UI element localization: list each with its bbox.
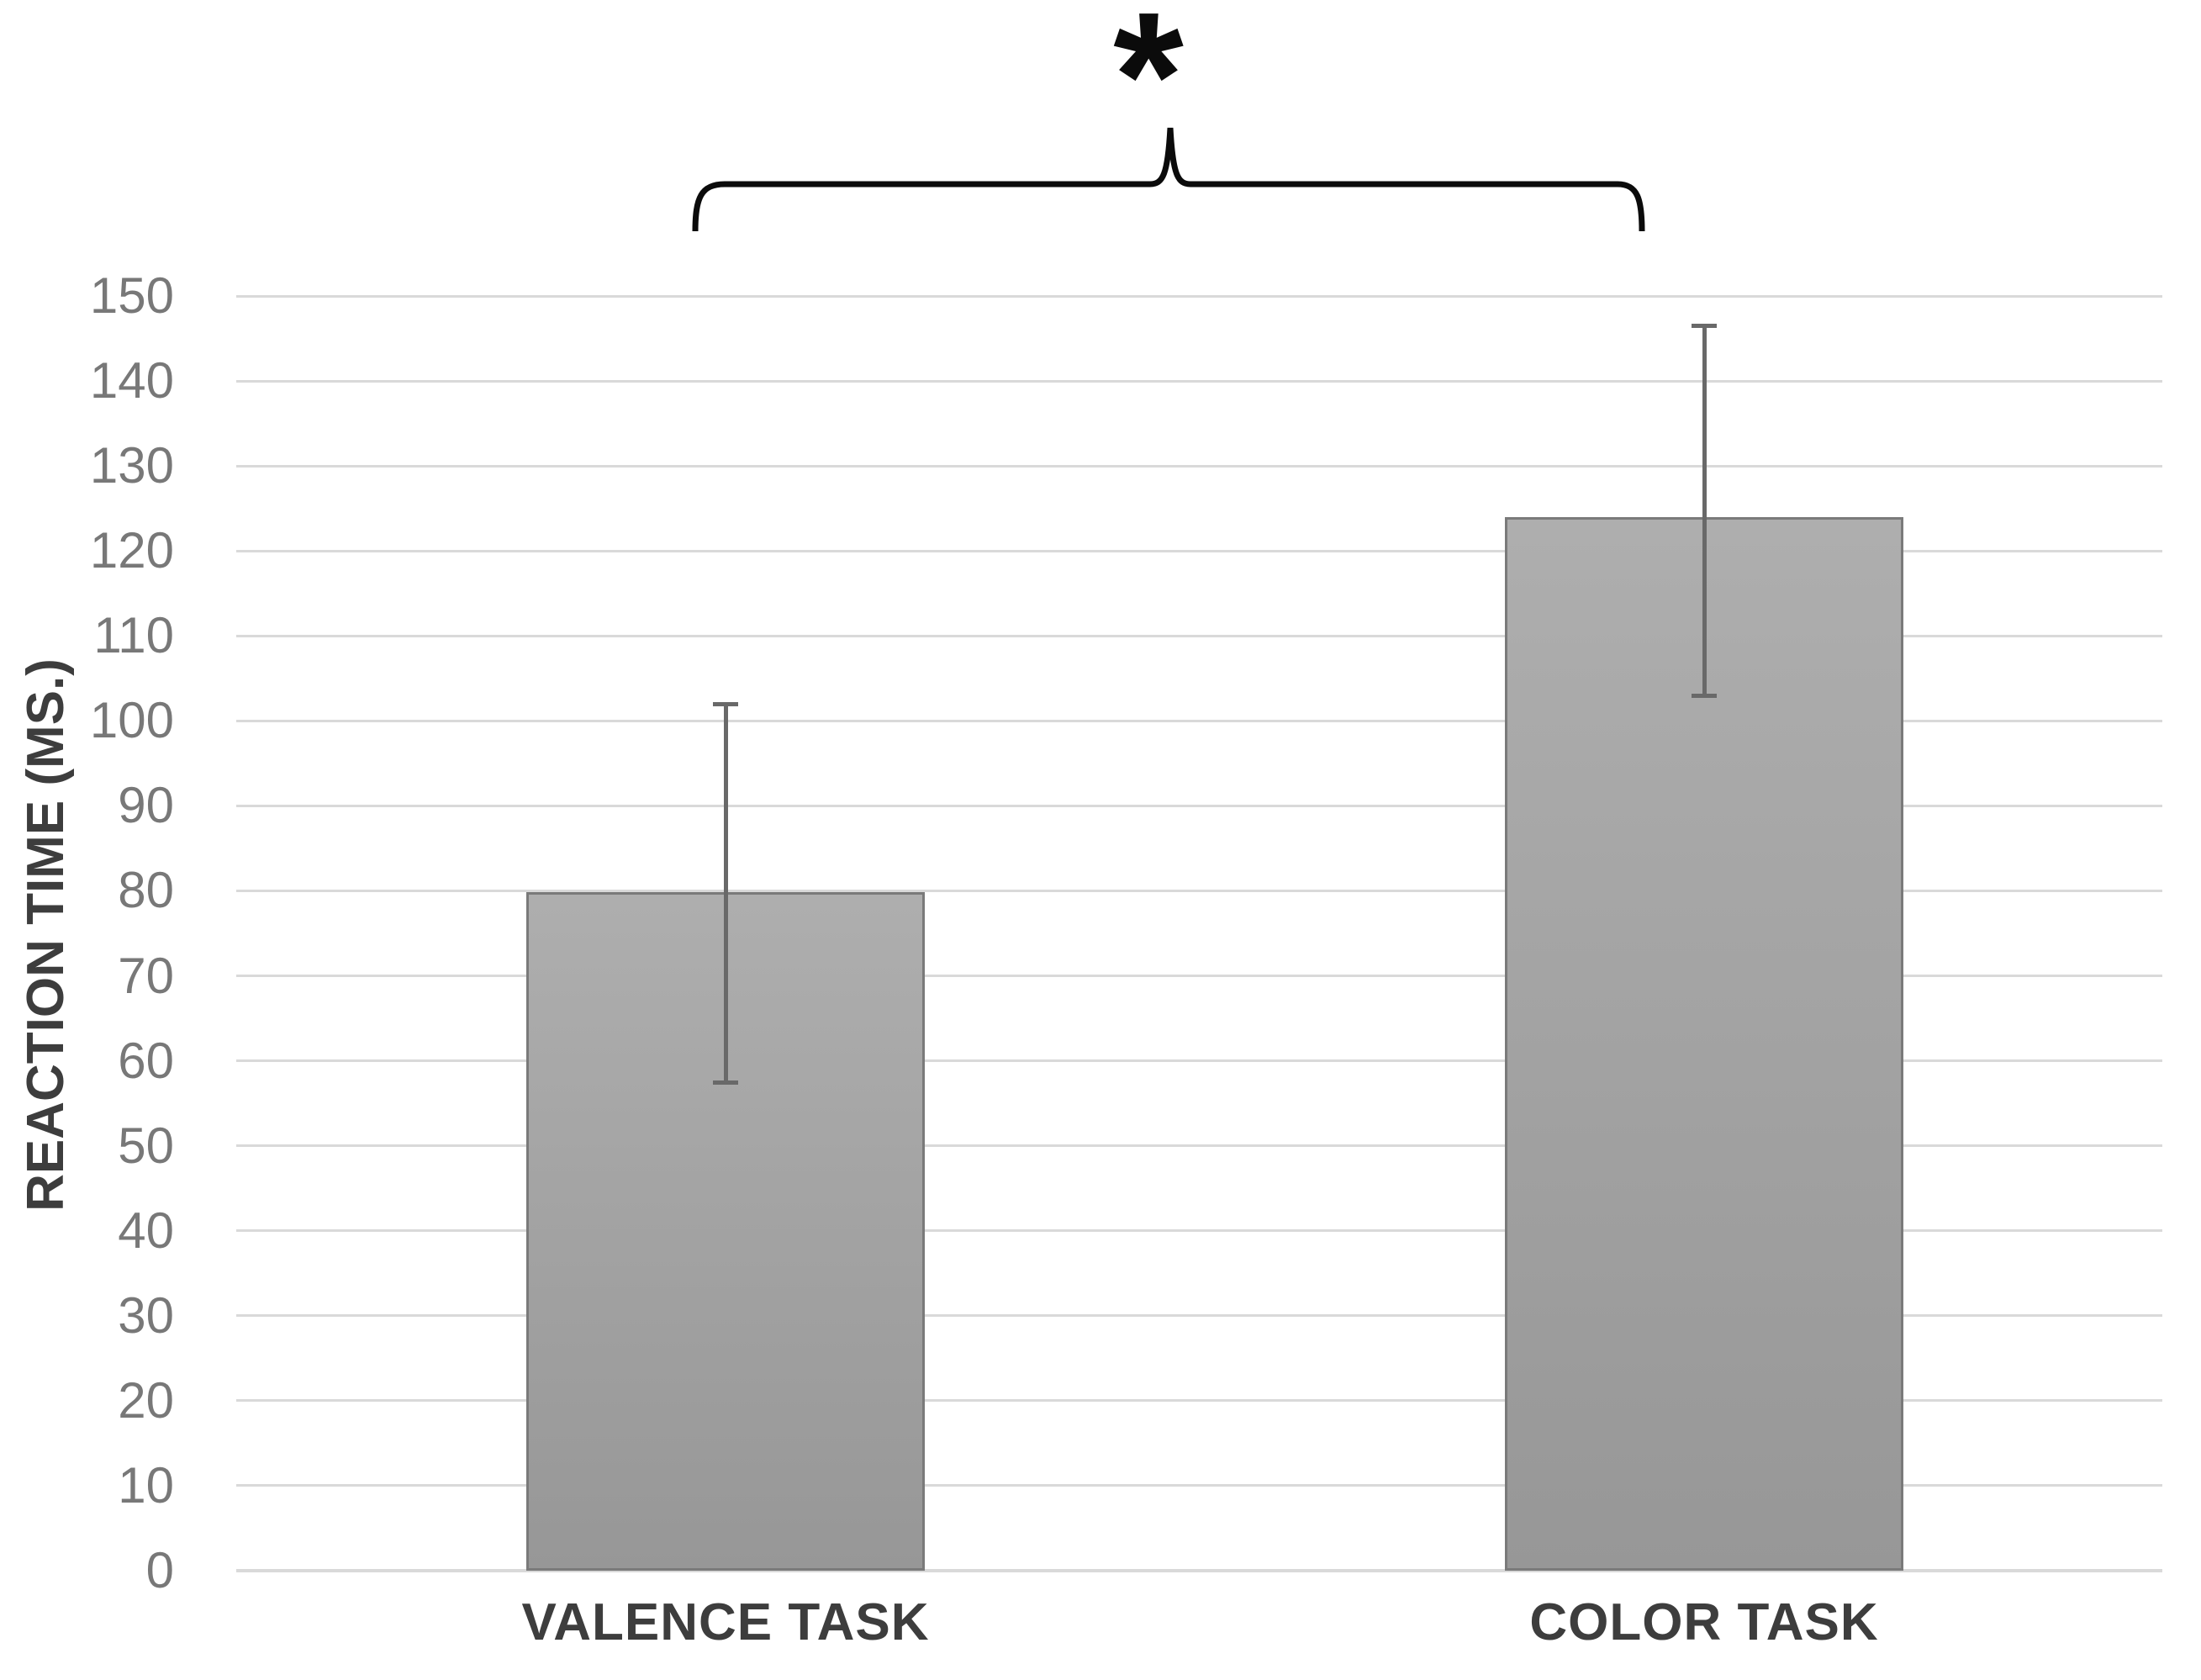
- x-category-label-valence-task: VALENCE TASK: [521, 1593, 930, 1651]
- gridline-y-90: [236, 804, 2162, 807]
- significance-bracket: [692, 127, 1645, 232]
- y-tick-label-10: 10: [118, 1456, 174, 1514]
- y-tick-label-60: 60: [118, 1032, 174, 1089]
- gridline-y-50: [236, 1144, 2162, 1148]
- y-tick-label-30: 30: [118, 1286, 174, 1344]
- y-tick-label-40: 40: [118, 1202, 174, 1259]
- gridline-y-0: [236, 1569, 2162, 1572]
- gridline-y-40: [236, 1229, 2162, 1233]
- gridline-y-30: [236, 1314, 2162, 1318]
- gridline-y-150: [236, 294, 2162, 298]
- error-bar-cap-top-valence-task: [713, 702, 738, 707]
- y-tick-label-110: 110: [93, 607, 174, 664]
- y-tick-label-100: 100: [89, 692, 174, 749]
- y-tick-label-50: 50: [118, 1117, 174, 1174]
- y-tick-label-90: 90: [118, 777, 174, 834]
- y-tick-label-80: 80: [118, 862, 174, 919]
- gridline-y-140: [236, 379, 2162, 383]
- y-tick-label-0: 0: [145, 1542, 174, 1598]
- gridline-y-70: [236, 975, 2162, 978]
- y-tick-label-20: 20: [118, 1371, 174, 1429]
- gridline-y-120: [236, 549, 2162, 552]
- x-category-label-color-task: COLOR TASK: [1529, 1593, 1879, 1651]
- error-bar-valence-task: [723, 704, 728, 1082]
- y-tick-label-130: 130: [89, 437, 174, 494]
- gridline-y-10: [236, 1484, 2162, 1487]
- gridline-y-60: [236, 1059, 2162, 1063]
- gridline-y-100: [236, 719, 2162, 722]
- gridline-y-110: [236, 634, 2162, 637]
- significance-asterisk: *: [1113, 0, 1184, 177]
- error-bar-cap-bottom-color-task: [1692, 694, 1717, 698]
- y-tick-label-120: 120: [89, 522, 174, 579]
- error-bar-cap-bottom-valence-task: [713, 1080, 738, 1085]
- error-bar-cap-top-color-task: [1692, 324, 1717, 329]
- error-bar-color-task: [1702, 325, 1707, 695]
- gridline-y-20: [236, 1399, 2162, 1403]
- gridline-y-130: [236, 464, 2162, 468]
- y-tick-label-140: 140: [89, 352, 174, 409]
- y-tick-label-150: 150: [89, 267, 174, 324]
- y-tick-label-70: 70: [118, 947, 174, 1004]
- gridline-y-80: [236, 889, 2162, 892]
